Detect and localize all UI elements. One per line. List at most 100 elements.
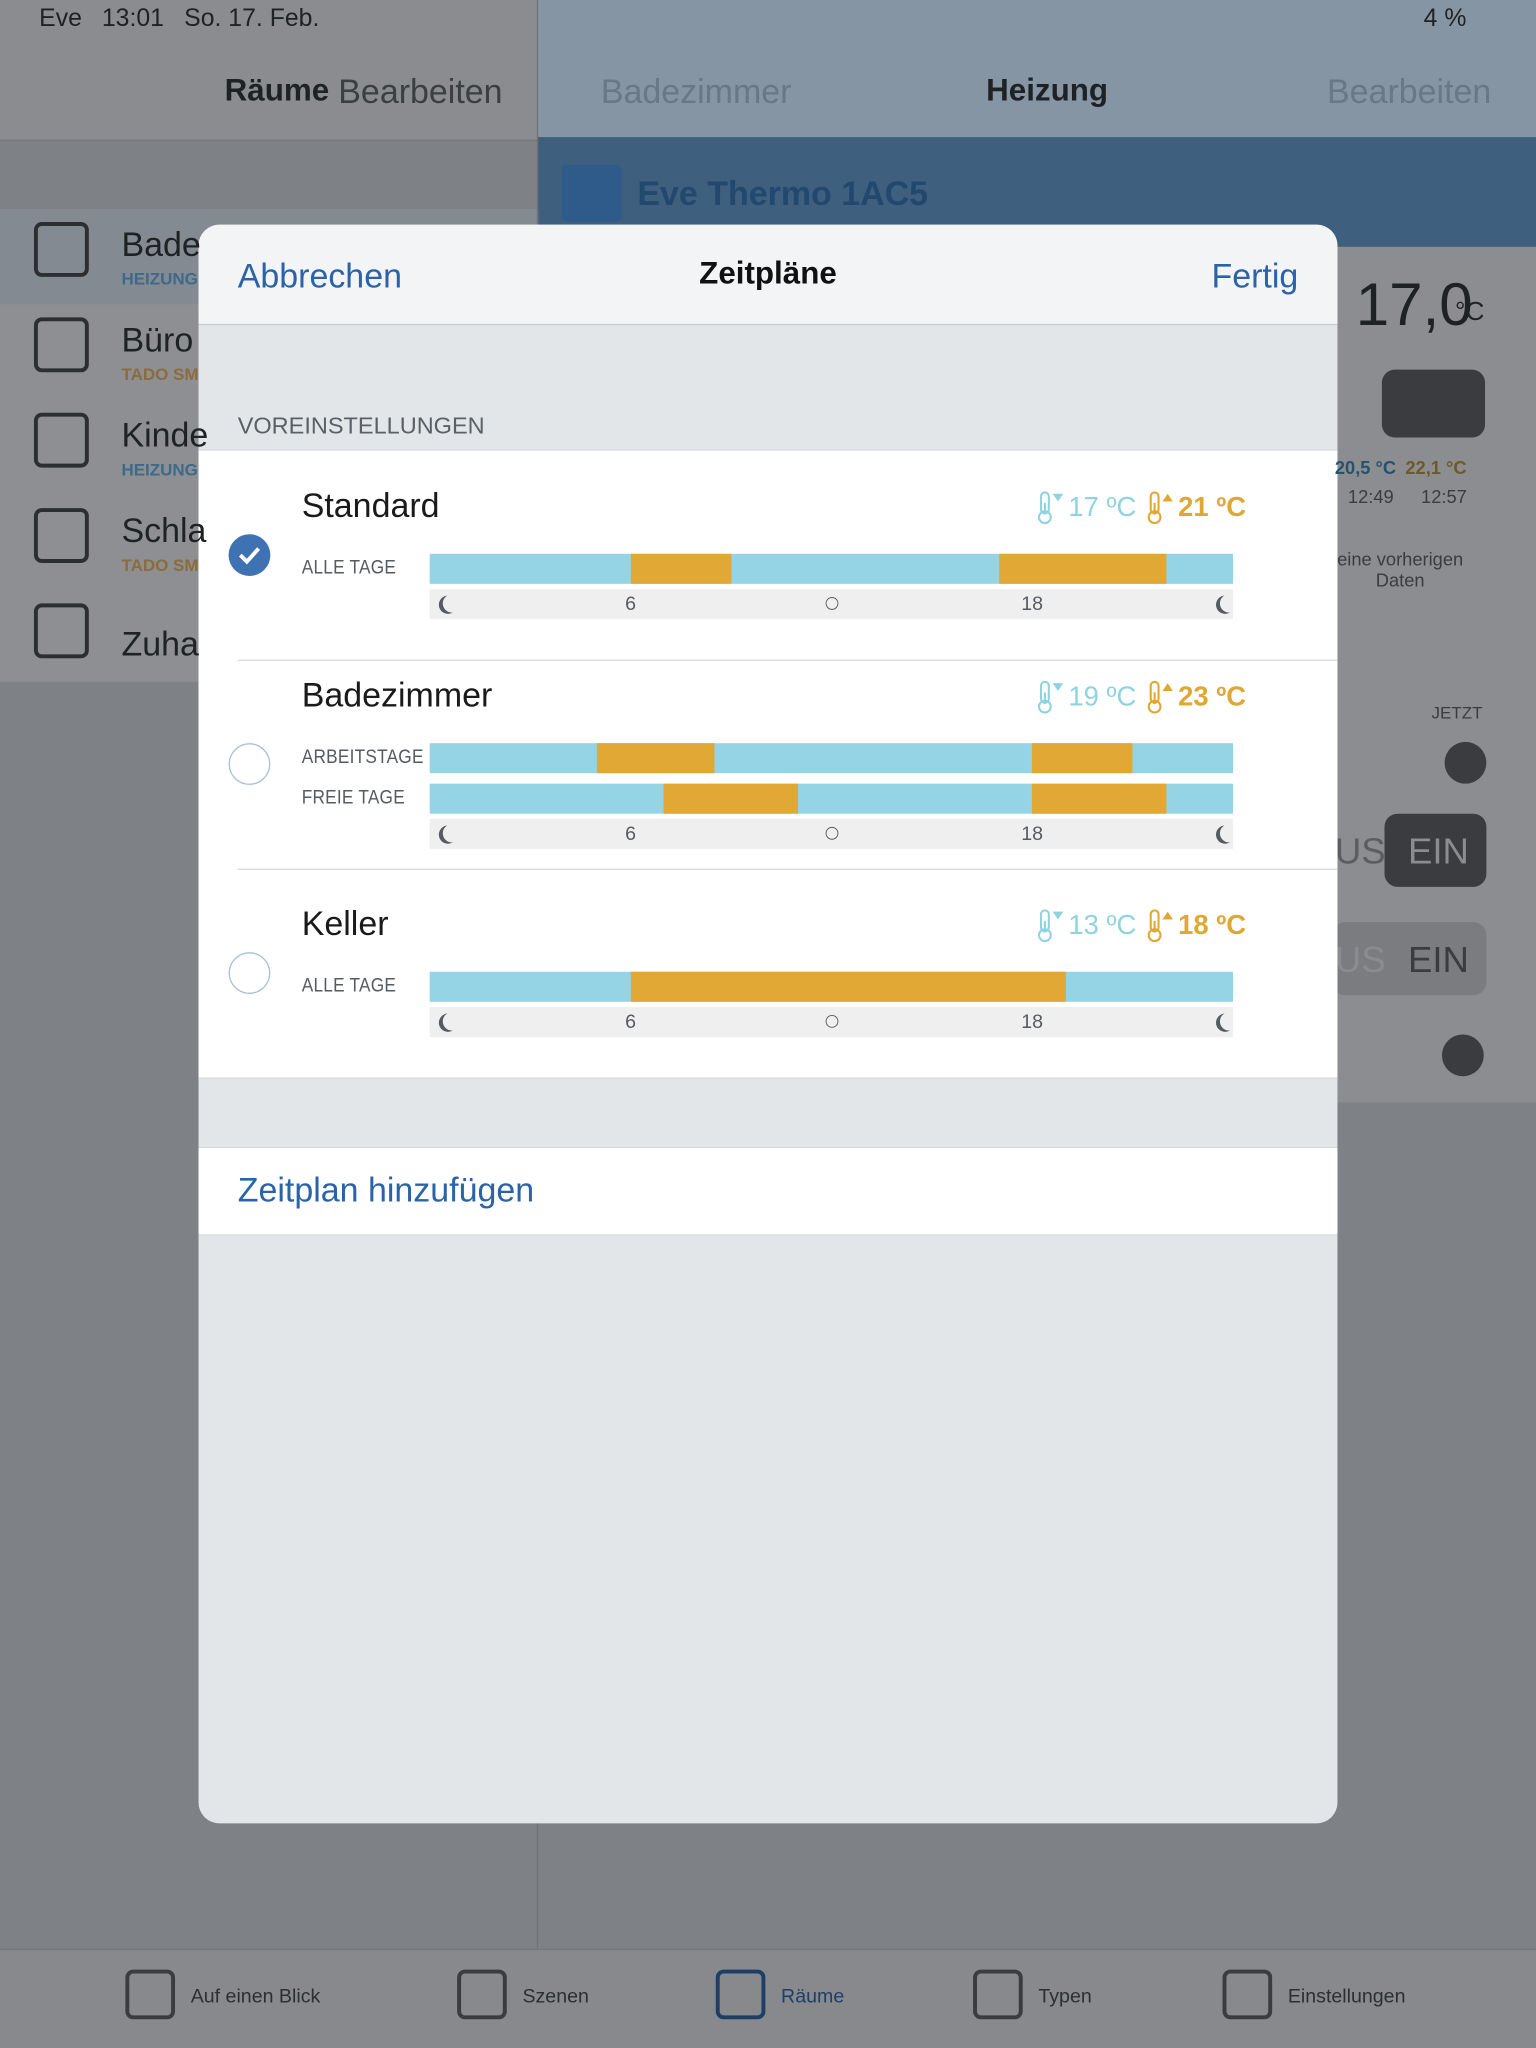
up-button <box>1381 369 1486 438</box>
room-name[interactable]: Büro <box>121 319 194 360</box>
room-subtitle: HEIZUNG <box>121 269 198 289</box>
toggle-on <box>1384 813 1487 887</box>
radio-button[interactable] <box>228 952 271 994</box>
room-subtitle: HEIZUNG <box>121 459 198 480</box>
tick-label: 18 <box>1021 592 1044 616</box>
tab-label[interactable]: Räume <box>781 1985 845 2008</box>
separator <box>237 868 1338 870</box>
room-icon <box>33 603 89 659</box>
carrier: Eve <box>39 5 82 33</box>
room-subtitle: TADO SM <box>121 555 199 575</box>
moon-icon <box>1220 824 1238 842</box>
done-button[interactable]: Fertig <box>1211 255 1299 296</box>
room-subtitle: TADO SM <box>121 364 199 384</box>
more-button <box>1444 741 1487 784</box>
radio-button[interactable] <box>228 743 271 785</box>
thermometer-icon <box>1037 680 1064 714</box>
device-icon <box>561 164 622 223</box>
section-header: VOREINSTELLUNGEN <box>237 412 485 439</box>
tab-icon[interactable] <box>715 1969 766 2020</box>
schedule-name[interactable]: Standard <box>301 485 440 526</box>
row-label: ALLE TAGE <box>301 556 397 579</box>
tab-label[interactable]: Einstellungen <box>1287 1985 1406 2008</box>
tick-label: 6 <box>625 822 636 846</box>
room-name[interactable]: Zuha <box>121 624 199 664</box>
time-axis: 6 18 <box>429 1007 1233 1038</box>
tab-icon[interactable] <box>457 1969 507 2020</box>
detail-edit[interactable]: Bearbeiten <box>1327 71 1492 112</box>
moon-icon <box>1220 1012 1238 1030</box>
radio-button[interactable] <box>228 534 271 576</box>
time-axis: 6 18 <box>429 589 1233 620</box>
room-icon <box>33 508 89 563</box>
row-label: ALLE TAGE <box>301 974 397 997</box>
cancel-button[interactable]: Abbrechen <box>237 255 402 296</box>
tab-label[interactable]: Szenen <box>522 1985 589 2008</box>
thermometer-icon <box>1037 491 1064 525</box>
row-label: FREIE TAGE <box>301 786 405 809</box>
tick-label: 6 <box>625 592 636 616</box>
schedule-name[interactable]: Badezimmer <box>301 675 493 715</box>
toggle <box>1332 922 1487 996</box>
detail-title: Heizung <box>986 73 1109 109</box>
history-time: 12:57 <box>1421 485 1467 507</box>
history-high: 22,1 °C <box>1405 457 1467 479</box>
low-temp: 17 ºC <box>1068 492 1137 523</box>
low-temp: 19 ºC <box>1068 681 1137 712</box>
checkmark <box>238 547 261 565</box>
thermometer-icon <box>1147 909 1173 943</box>
room-icon <box>33 317 89 373</box>
tab-label[interactable]: Auf einen Blick <box>190 1985 321 2008</box>
high-temp: 18 ºC <box>1178 910 1247 941</box>
sidebar-title: Räume <box>224 73 330 109</box>
tab-icon[interactable] <box>125 1969 176 2020</box>
toggle-off[interactable]: US <box>1334 830 1386 872</box>
history-time: 12:49 <box>1347 485 1394 507</box>
modal: Abbrechen Zeitpläne Fertig VOREINSTELLUN… <box>198 224 1338 1824</box>
detail-header <box>538 0 1536 138</box>
more-button <box>1441 1034 1484 1077</box>
tab-label[interactable]: Typen <box>1038 1985 1092 2008</box>
heat-period <box>998 553 1167 584</box>
toggle-on[interactable]: EIN <box>1407 939 1469 980</box>
tick-label: 18 <box>1021 1010 1044 1034</box>
sun-icon <box>824 1014 838 1028</box>
modal-title: Zeitpläne <box>699 255 837 292</box>
room-icon <box>33 412 89 468</box>
room-name[interactable]: Bade <box>121 224 201 264</box>
sun-icon <box>824 826 838 840</box>
heat-period <box>597 743 715 774</box>
tick-label: 18 <box>1021 822 1044 846</box>
room-icon <box>33 222 89 277</box>
heat-period <box>1032 783 1167 814</box>
heat-period <box>630 553 731 584</box>
tab-icon[interactable] <box>973 1969 1023 2020</box>
low-temp: 13 ºC <box>1068 910 1137 941</box>
now-label: JETZT <box>1431 702 1483 723</box>
toggle-off[interactable]: US <box>1334 939 1386 980</box>
history-note: eine vorherigen Daten <box>1337 548 1464 591</box>
add-schedule[interactable]: Zeitplan hinzufügen <box>237 1170 535 1210</box>
device-name[interactable]: Eve Thermo 1AC5 <box>637 173 929 213</box>
schedule-list: Standard 17 ºC 21 ºC ALLE TAGE 6 18 Badezimmer… <box>198 449 1338 1079</box>
room-name[interactable]: Kinde <box>121 415 209 455</box>
sidebar-header <box>0 0 539 142</box>
add-row[interactable] <box>198 1146 1338 1236</box>
date: So. 17. Feb. <box>184 5 320 33</box>
tab-icon[interactable] <box>1222 1969 1273 2020</box>
schedule-name[interactable]: Keller <box>301 903 389 944</box>
heat-period <box>663 783 798 814</box>
room-name[interactable]: Schla <box>121 510 207 550</box>
moon-icon <box>1220 594 1238 612</box>
moon-icon <box>443 1012 461 1030</box>
moon-icon <box>443 594 461 612</box>
high-temp: 23 ºC <box>1178 681 1247 712</box>
sidebar-edit[interactable]: Bearbeiten <box>338 71 503 112</box>
toggle-on[interactable]: EIN <box>1407 830 1469 872</box>
thermometer-icon <box>1147 491 1173 525</box>
heat-period <box>1032 743 1133 774</box>
clock: 13:01 <box>101 5 164 33</box>
back-button[interactable]: Badezimmer <box>600 71 792 112</box>
